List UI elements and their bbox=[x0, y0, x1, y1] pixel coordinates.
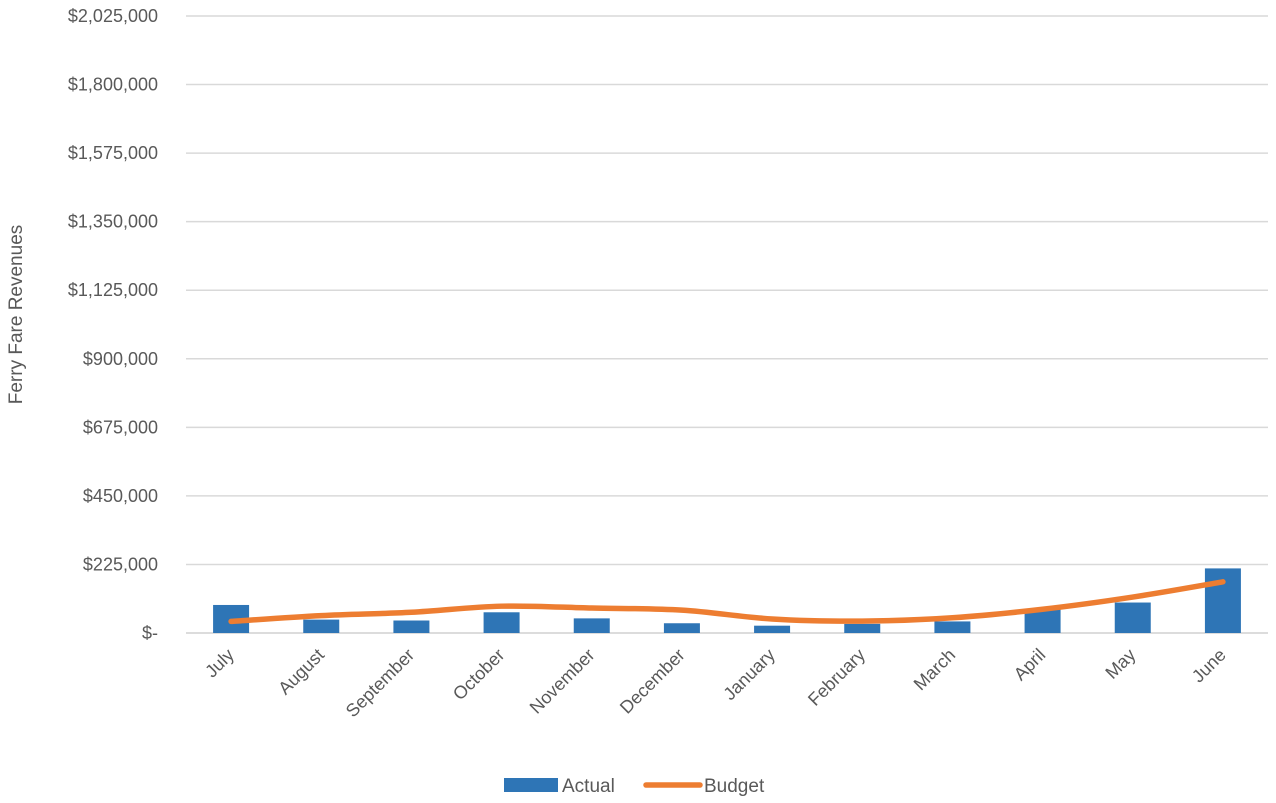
x-tick-label: February bbox=[804, 645, 869, 710]
x-axis-ticks: July August September October November Decemb… bbox=[201, 645, 1230, 721]
y-tick-label: $225,000 bbox=[83, 554, 158, 574]
y-tick-label: $450,000 bbox=[83, 486, 158, 506]
legend-label-actual: Actual bbox=[562, 776, 615, 797]
bar-actual bbox=[844, 623, 881, 633]
budget-line-group bbox=[228, 579, 1226, 625]
y-tick-label: $1,800,000 bbox=[68, 75, 158, 95]
y-axis-ticks: $- $225,000 $450,000 $675,000 $900,000 $1,125… bbox=[68, 6, 158, 643]
x-tick-label: July bbox=[201, 645, 238, 682]
bar-actual bbox=[754, 625, 791, 633]
y-tick-label: $1,350,000 bbox=[68, 212, 158, 232]
y-tick-label: $900,000 bbox=[83, 349, 158, 369]
x-tick-label: June bbox=[1188, 645, 1230, 687]
bar-actual bbox=[934, 621, 971, 633]
y-tick-label: $1,575,000 bbox=[68, 143, 158, 163]
y-tick-label: $2,025,000 bbox=[68, 6, 158, 26]
y-tick-label: $675,000 bbox=[83, 417, 158, 437]
bar-actual bbox=[573, 618, 610, 633]
bar-actual bbox=[393, 620, 430, 633]
y-tick-label: $- bbox=[142, 623, 158, 643]
legend-swatch-actual bbox=[504, 778, 558, 792]
y-axis-label: Ferry Fare Revenues bbox=[6, 225, 27, 405]
x-tick-label: September bbox=[342, 645, 418, 721]
gridlines bbox=[186, 15, 1268, 634]
bar-actual bbox=[303, 619, 340, 633]
x-tick-label: December bbox=[616, 645, 689, 718]
x-tick-label: April bbox=[1010, 645, 1050, 685]
bar-actual bbox=[663, 623, 700, 633]
x-tick-label: October bbox=[449, 645, 508, 704]
bar-actual bbox=[1204, 568, 1241, 633]
x-tick-label: November bbox=[526, 645, 599, 718]
y-tick-label: $1,125,000 bbox=[68, 280, 158, 300]
x-tick-label: January bbox=[719, 645, 778, 704]
x-tick-label: March bbox=[910, 645, 960, 695]
bar-actual bbox=[483, 612, 520, 633]
bar-actual bbox=[1114, 602, 1151, 633]
actual-bars bbox=[213, 568, 1241, 633]
budget-line bbox=[228, 579, 1226, 625]
x-tick-label: May bbox=[1101, 645, 1139, 683]
legend: Actual Budget bbox=[504, 776, 765, 797]
x-tick-label: August bbox=[274, 645, 328, 699]
legend-label-budget: Budget bbox=[704, 776, 765, 797]
